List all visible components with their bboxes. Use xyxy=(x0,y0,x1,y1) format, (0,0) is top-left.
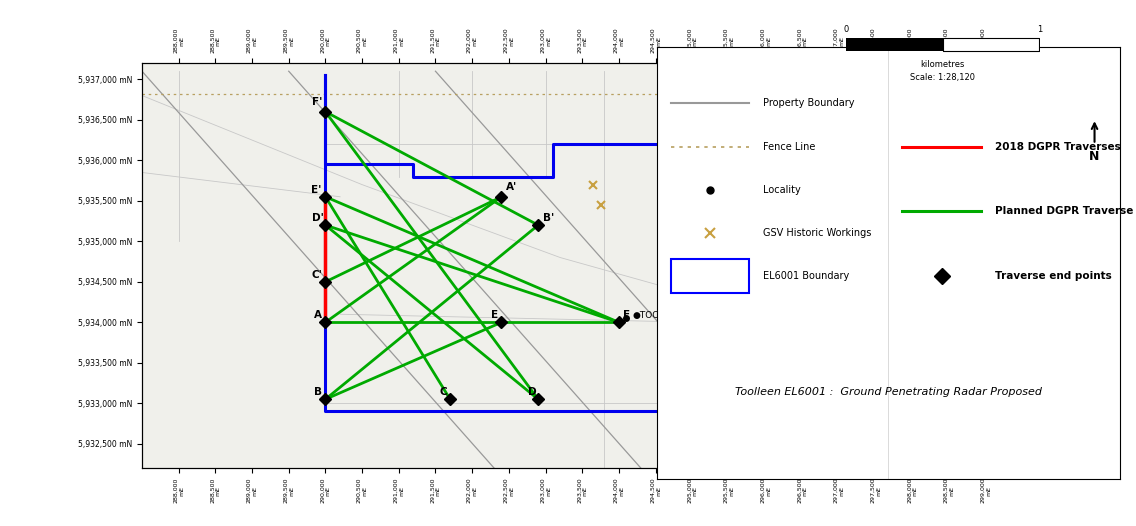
Text: A': A' xyxy=(506,183,517,193)
Text: 1: 1 xyxy=(1037,25,1042,35)
Text: EL6001 Boundary: EL6001 Boundary xyxy=(763,271,850,281)
Text: B': B' xyxy=(543,213,554,223)
Text: GSV Historic Workings: GSV Historic Workings xyxy=(763,228,871,238)
Text: Traverse end points: Traverse end points xyxy=(995,271,1112,281)
Text: E: E xyxy=(491,310,498,320)
Text: Locality: Locality xyxy=(763,185,801,195)
Text: kilometres: kilometres xyxy=(920,60,966,69)
Text: C': C' xyxy=(312,270,323,280)
Text: Planned DGPR Traverse: Planned DGPR Traverse xyxy=(995,206,1134,216)
Text: ●CORNEL: ●CORNEL xyxy=(982,103,1024,112)
Text: Toolleen EL6001 :  Ground Penetrating Radar Proposed: Toolleen EL6001 : Ground Penetrating Rad… xyxy=(735,387,1042,398)
Text: 2018 DGPR Traverses: 2018 DGPR Traverses xyxy=(995,141,1121,151)
Text: E': E' xyxy=(311,185,321,195)
Text: D: D xyxy=(527,387,536,397)
Text: Property Boundary: Property Boundary xyxy=(763,98,854,108)
Text: C: C xyxy=(440,387,448,397)
Text: Scale: 1:28,120: Scale: 1:28,120 xyxy=(910,73,976,82)
Text: ●TOOLLEEN: ●TOOLLEEN xyxy=(632,311,687,320)
Text: Fence Line: Fence Line xyxy=(763,141,816,151)
Text: B: B xyxy=(314,387,321,397)
Text: 0: 0 xyxy=(844,25,849,35)
Text: N: N xyxy=(1089,150,1100,163)
Text: F: F xyxy=(624,310,630,320)
Text: D': D' xyxy=(312,213,324,223)
Text: F': F' xyxy=(312,97,323,107)
Text: A: A xyxy=(314,310,321,320)
